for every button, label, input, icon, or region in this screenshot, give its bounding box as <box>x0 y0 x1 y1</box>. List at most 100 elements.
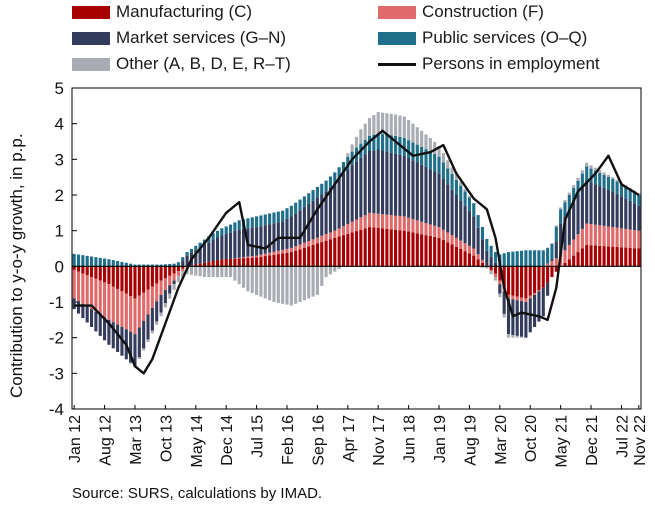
bar-manufacturing <box>111 266 115 287</box>
bar-market <box>281 221 285 250</box>
bar-construction <box>163 278 167 291</box>
bar-public <box>294 202 298 214</box>
bar-construction <box>359 217 363 230</box>
bar-manufacturing <box>637 248 641 267</box>
bar-manufacturing <box>155 266 159 284</box>
bar-public <box>228 224 233 233</box>
bar-construction <box>268 252 272 256</box>
bar-public <box>259 215 263 227</box>
bar-market <box>398 154 402 216</box>
x-tick-label: Oct 13 <box>158 415 175 462</box>
bar-construction <box>333 230 337 238</box>
bar-public <box>376 133 380 150</box>
bar-market <box>593 184 597 225</box>
bar-other <box>150 330 154 334</box>
bar-manufacturing <box>519 266 524 298</box>
bar-manufacturing <box>172 266 176 274</box>
bar-manufacturing <box>129 266 133 297</box>
legend-swatch-construction <box>378 5 416 19</box>
bar-construction <box>263 253 267 257</box>
bar-public <box>611 178 615 192</box>
bar-market <box>489 257 493 267</box>
bar-market <box>619 196 624 229</box>
bar-manufacturing <box>163 266 167 279</box>
bar-market <box>415 162 419 221</box>
bar-other <box>433 141 437 154</box>
y-tick-label: 5 <box>55 79 64 98</box>
bar-other <box>372 115 376 135</box>
bar-market <box>89 309 94 327</box>
bar-other <box>506 334 511 338</box>
bar-public <box>176 262 180 266</box>
bar-manufacturing <box>420 234 424 267</box>
legend-swatch-market <box>72 31 110 45</box>
bar-manufacturing <box>363 228 367 267</box>
bar-public <box>194 245 198 251</box>
bar-other <box>394 114 398 136</box>
bar-manufacturing <box>524 266 528 299</box>
bar-market <box>129 331 133 363</box>
bar-manufacturing <box>454 246 458 267</box>
x-tick-label: Aug 19 <box>462 415 479 466</box>
bar-construction <box>372 213 376 228</box>
bar-manufacturing <box>380 228 385 267</box>
bar-construction <box>402 216 406 231</box>
bar-public <box>129 263 133 267</box>
bar-other <box>572 185 576 188</box>
bar-construction <box>155 283 159 302</box>
bar-market <box>537 291 541 322</box>
bar-public <box>341 162 346 174</box>
bar-manufacturing <box>441 240 445 267</box>
legend-label-manufacturing: Manufacturing (C) <box>116 2 253 21</box>
bar-construction <box>311 239 315 245</box>
bar-other <box>567 192 571 195</box>
x-tick-label: May 14 <box>189 415 206 468</box>
bar-construction <box>255 255 259 258</box>
bar-other <box>493 277 498 281</box>
bar-manufacturing <box>207 261 211 267</box>
bar-other <box>263 266 267 299</box>
bar-other <box>285 266 289 305</box>
bar-public <box>424 149 428 167</box>
bar-other <box>376 112 380 134</box>
bar-construction <box>554 258 558 267</box>
bar-public <box>415 144 419 163</box>
bar-other <box>224 266 228 278</box>
bar-market <box>550 259 554 261</box>
bar-other <box>389 113 393 136</box>
bar-market <box>85 306 89 323</box>
bar-other <box>428 137 432 152</box>
bar-construction <box>546 263 550 267</box>
bar-market <box>354 161 359 220</box>
bar-public <box>237 220 241 230</box>
bar-public <box>441 162 445 179</box>
legend-item-manufacturing: Manufacturing (C) <box>72 2 252 22</box>
bar-public <box>433 153 437 172</box>
bar-manufacturing <box>198 263 202 267</box>
bar-market <box>433 171 437 226</box>
x-tick-label: Sep 16 <box>310 415 327 466</box>
bar-manufacturing <box>107 266 111 285</box>
bar-public <box>411 142 415 161</box>
bar-manufacturing <box>593 245 597 267</box>
bar-construction <box>580 228 584 249</box>
bar-market <box>224 234 228 259</box>
bar-other <box>611 177 615 179</box>
bar-market <box>485 250 489 266</box>
bar-market <box>116 324 120 352</box>
bar-public <box>302 196 306 208</box>
bar-construction <box>111 286 115 323</box>
bar-public <box>98 257 102 267</box>
bar-construction <box>272 251 276 255</box>
bar-public <box>85 255 89 267</box>
bar-public <box>272 212 276 224</box>
bar-public <box>81 255 85 267</box>
bar-manufacturing <box>72 266 76 270</box>
bar-market <box>137 327 141 358</box>
bar-other <box>407 120 411 141</box>
bar-market <box>515 300 519 336</box>
bar-other <box>220 266 224 278</box>
bar-public <box>598 172 602 187</box>
bar-construction <box>524 298 528 302</box>
bar-market <box>363 154 367 216</box>
